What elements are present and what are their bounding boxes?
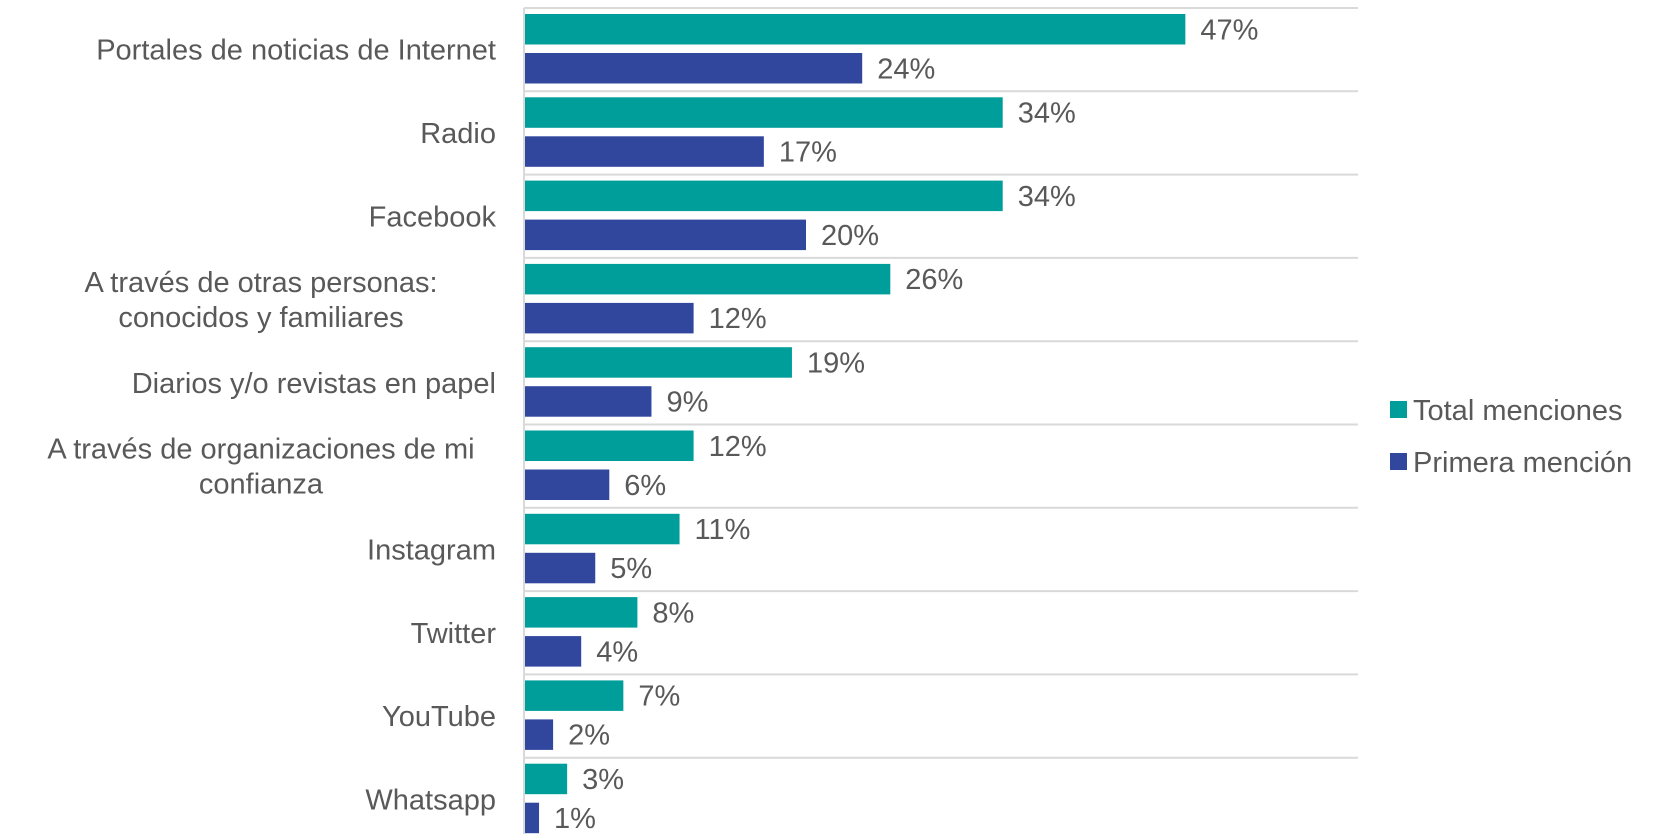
data-label: 2% (568, 720, 610, 752)
category-label-line: Twitter (411, 618, 497, 650)
bar-primera-mencion (525, 386, 652, 417)
category-label: Portales de noticias de Internet (96, 35, 496, 67)
bar-primera-mencion (525, 802, 540, 834)
category-label: Diarios y/o revistas en papel (132, 368, 496, 400)
category-label-line: confianza (199, 469, 324, 501)
category-label-line: Radio (420, 118, 496, 150)
category-label: YouTube (382, 701, 496, 733)
bar-primera-mencion (525, 469, 610, 500)
bar-primera-mencion (525, 302, 694, 334)
bar-total-menciones (525, 597, 638, 628)
legend-swatch (1390, 453, 1407, 470)
bar-primera-mencion (525, 219, 806, 251)
bar-total-menciones (525, 180, 1003, 212)
bar-total-menciones (525, 430, 694, 461)
bar-primera-mencion (525, 53, 863, 84)
category-label-line: Diarios y/o revistas en papel (132, 368, 496, 400)
category-label: Twitter (411, 618, 497, 650)
data-label: 1% (554, 803, 596, 834)
legend-label: Total menciones (1413, 395, 1623, 427)
data-label: 9% (666, 386, 708, 418)
category-label-line: Facebook (369, 201, 497, 233)
category-label-line: A través de organizaciones de mi (47, 434, 474, 466)
legend-label: Primera mención (1413, 447, 1632, 479)
bar-primera-mencion (525, 552, 596, 584)
data-label: 24% (877, 53, 935, 85)
category-label-line: Instagram (367, 534, 496, 566)
data-label: 47% (1200, 14, 1258, 46)
data-label: 11% (695, 514, 751, 546)
category-label: Facebook (369, 201, 497, 233)
bar-total-menciones (525, 97, 1003, 128)
bars (525, 14, 1186, 834)
data-label: 12% (709, 303, 767, 335)
data-labels: 47%34%34%26%19%12%11%8%7%3%24%17%20%12%9… (554, 14, 1258, 834)
category-label-line: A través de otras personas: (84, 267, 437, 299)
data-label: 17% (779, 137, 837, 169)
data-label: 7% (638, 681, 680, 713)
category-label: Radio (420, 118, 496, 150)
data-label: 34% (1018, 98, 1076, 130)
bar-total-menciones (525, 680, 624, 711)
data-label: 12% (709, 431, 767, 463)
category-label: A través de otras personas: conocidos y f… (84, 267, 437, 334)
category-labels: Portales de noticias de Internet Radio Fac… (47, 35, 496, 817)
category-label: Whatsapp (365, 784, 496, 816)
category-label-line: YouTube (382, 701, 496, 733)
category-label-line: conocidos y familiares (118, 302, 403, 334)
legend: Total menciones Primera mención (1390, 395, 1632, 479)
bar-total-menciones (525, 14, 1186, 45)
category-label-line: Portales de noticias de Internet (96, 35, 496, 67)
data-label: 20% (821, 220, 879, 252)
category-label: Instagram (367, 534, 496, 566)
category-label-line: Whatsapp (365, 784, 496, 816)
bar-total-menciones (525, 347, 792, 378)
bar-primera-mencion (525, 636, 582, 667)
data-label: 6% (624, 470, 666, 502)
data-label: 5% (610, 553, 652, 585)
bar-primera-mencion (525, 136, 764, 167)
data-label: 26% (905, 264, 963, 296)
gridlines (523, 7, 1358, 834)
data-label: 19% (807, 347, 865, 379)
data-label: 3% (582, 764, 624, 796)
bar-primera-mencion (525, 719, 554, 750)
legend-swatch (1390, 401, 1407, 418)
data-label: 8% (652, 597, 694, 629)
bar-total-menciones (525, 763, 568, 795)
bar-total-menciones (525, 513, 680, 545)
category-label: A través de organizaciones de mi confianz… (47, 434, 474, 501)
bar-total-menciones (525, 263, 891, 295)
data-label: 4% (596, 636, 638, 668)
data-label: 34% (1018, 181, 1076, 213)
